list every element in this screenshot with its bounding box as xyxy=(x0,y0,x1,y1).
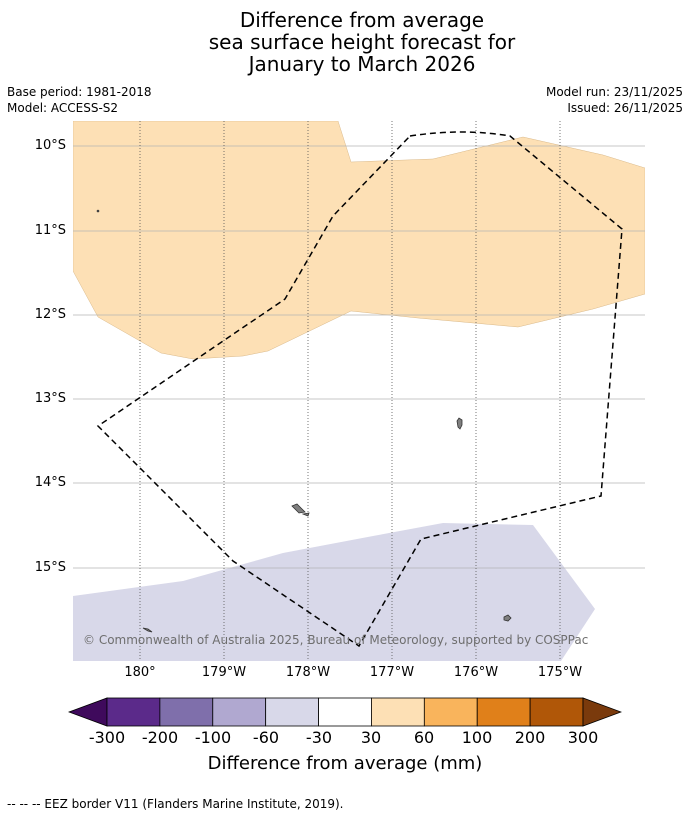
colorbar-tick-neg60: -60 xyxy=(252,728,280,747)
colorbar-swatch-4 xyxy=(318,697,372,727)
lon-label-178w: 178°W xyxy=(285,665,331,680)
latitude-gridlines xyxy=(73,145,645,569)
positive-anomaly-region xyxy=(73,121,645,360)
lat-label-15s: 15°S xyxy=(34,560,66,575)
colorbar-tick-200: 200 xyxy=(514,728,546,747)
map-area: © Commonwealth of Australia 2025, Bureau… xyxy=(73,121,645,661)
colorbar-swatch-7 xyxy=(476,697,531,727)
colorbar-swatch-6 xyxy=(423,697,478,727)
meta-right: Model run: 23/11/2025 Issued: 26/11/2025 xyxy=(546,84,683,116)
colorbar-tick-100: 100 xyxy=(461,728,493,747)
title-line-2: sea surface height forecast for xyxy=(208,30,516,54)
map-canvas xyxy=(73,121,645,661)
lon-label-180: 180° xyxy=(124,665,156,680)
lat-label-11s: 11°S xyxy=(34,223,66,238)
lat-label-12s: 12°S xyxy=(34,307,66,322)
eez-border xyxy=(96,131,623,648)
colorbar-extend-high xyxy=(582,697,622,727)
colorbar-tick-neg30: -30 xyxy=(305,728,333,747)
eez-footnote: -- -- -- EEZ border V11 (Flanders Marine… xyxy=(7,797,344,811)
base-period: Base period: 1981-2018 xyxy=(7,85,152,99)
colorbar-tick-60: 60 xyxy=(413,728,435,747)
colorbar-swatch-2 xyxy=(212,697,267,727)
lon-label-177w: 177°W xyxy=(369,665,415,680)
lat-label-14s: 14°S xyxy=(34,475,66,490)
colorbar xyxy=(68,697,622,727)
lat-label-13s: 13°S xyxy=(34,391,66,406)
colorbar-tick-30: 30 xyxy=(360,728,382,747)
islands xyxy=(96,209,512,633)
colorbar-tick-300: 300 xyxy=(567,728,599,747)
island-west-small xyxy=(301,512,310,517)
lat-label-10s: 10°S xyxy=(34,138,66,153)
colorbar-tick-neg100: -100 xyxy=(194,728,232,747)
meta-left: Base period: 1981-2018 Model: ACCESS-S2 xyxy=(7,84,152,116)
colorbar-swatches xyxy=(68,697,622,727)
colorbar-extend-low xyxy=(68,697,108,727)
title-line-1: Difference from average xyxy=(239,8,485,32)
lon-label-179w: 179°W xyxy=(201,665,247,680)
title-line-3: January to March 2026 xyxy=(248,52,476,76)
island-west xyxy=(291,503,306,514)
colorbar-title: Difference from average (mm) xyxy=(207,753,483,774)
model-name: Model: ACCESS-S2 xyxy=(7,101,119,115)
colorbar-tick-neg200: -200 xyxy=(141,728,179,747)
copyright-notice: © Commonwealth of Australia 2025, Bureau… xyxy=(83,633,589,647)
colorbar-swatch-0 xyxy=(106,697,161,727)
chart-title: Difference from average sea surface heig… xyxy=(0,9,690,75)
longitude-gridlines xyxy=(139,121,561,661)
lon-label-176w: 176°W xyxy=(453,665,499,680)
model-run: Model run: 23/11/2025 xyxy=(545,85,683,99)
issued-date: Issued: 26/11/2025 xyxy=(567,101,683,115)
island-south xyxy=(503,614,512,622)
negative-anomaly-region xyxy=(73,523,595,661)
colorbar-swatch-1 xyxy=(159,697,214,727)
colorbar-tick-neg300: -300 xyxy=(88,728,126,747)
lon-label-175w: 175°W xyxy=(537,665,583,680)
islet-north xyxy=(96,209,100,213)
colorbar-swatch-8 xyxy=(529,697,584,727)
island-east xyxy=(456,417,463,430)
colorbar-swatch-3 xyxy=(265,697,319,727)
colorbar-swatch-5 xyxy=(371,697,425,727)
island-southwest xyxy=(142,627,153,633)
